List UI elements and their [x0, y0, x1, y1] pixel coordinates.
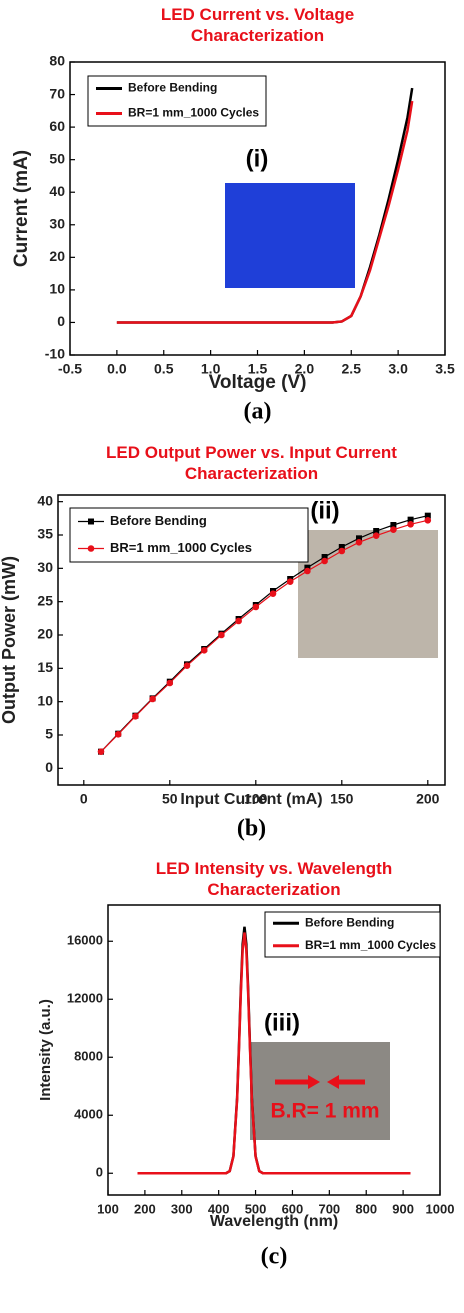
y-tick-label: 16000 [67, 933, 103, 948]
y-tick-label: 40 [49, 183, 65, 199]
point [98, 748, 105, 755]
point [407, 521, 414, 528]
legend-marker [88, 519, 94, 525]
y-axis-label: Output Power (mW) [0, 556, 19, 724]
x-axis-label: Voltage (V) [209, 372, 307, 393]
point [235, 618, 242, 625]
y-tick-label: 10 [37, 692, 53, 708]
inset-photo [250, 1042, 390, 1140]
x-tick-label: 0.5 [154, 361, 174, 377]
y-tick-label: 70 [49, 85, 65, 101]
y-tick-label: 25 [37, 592, 53, 608]
x-tick-label: 300 [171, 1201, 193, 1216]
inset-label: (ii) [310, 497, 339, 524]
x-tick-label: 900 [392, 1201, 414, 1216]
legend-marker [88, 545, 95, 552]
point [390, 526, 397, 533]
figure: -0.50.00.51.01.52.02.53.03.5-10010203040… [0, 0, 464, 1313]
y-axis-label: Current (mA) [11, 150, 32, 267]
y-tick-label: 15 [37, 659, 53, 675]
y-tick-label: 50 [49, 150, 65, 166]
legend-label: Before Bending [128, 81, 217, 95]
x-tick-label: 0.0 [107, 361, 127, 377]
point [373, 532, 380, 539]
y-tick-label: 0 [96, 1165, 103, 1180]
y-tick-label: 0 [45, 759, 53, 775]
x-tick-label: 3.5 [435, 361, 455, 377]
point [115, 731, 122, 738]
y-axis-label: Intensity (a.u.) [37, 999, 54, 1101]
inset-photo [225, 183, 355, 288]
y-tick-label: 20 [49, 248, 65, 264]
point [201, 647, 208, 654]
x-tick-label: 3.0 [388, 361, 408, 377]
panel-label: (b) [237, 816, 266, 842]
chart-title: LED Output Power vs. Input Current Chara… [92, 442, 412, 484]
legend-label: Before Bending [305, 915, 394, 929]
x-tick-label: 200 [416, 791, 440, 807]
y-tick-label: 40 [37, 492, 53, 508]
point [253, 604, 260, 611]
inset-label: (i) [246, 145, 269, 172]
point [339, 548, 346, 555]
x-tick-label: 0 [80, 791, 88, 807]
y-tick-label: -10 [45, 346, 65, 362]
point [304, 568, 311, 575]
y-tick-label: 5 [45, 726, 53, 742]
point [270, 590, 277, 597]
page: -0.50.00.51.01.52.02.53.03.5-10010203040… [0, 0, 464, 1313]
legend-label: BR=1 mm_1000 Cycles [305, 938, 436, 952]
x-tick-label: 800 [355, 1201, 377, 1216]
x-axis-label: Wavelength (nm) [210, 1213, 338, 1230]
point [218, 632, 225, 639]
x-tick-label: 2.5 [342, 361, 362, 377]
y-tick-label: 8000 [74, 1049, 103, 1064]
point [149, 696, 156, 703]
y-tick-label: 30 [37, 559, 53, 575]
x-tick-label: 100 [97, 1201, 119, 1216]
point [356, 539, 363, 546]
point [167, 680, 174, 687]
y-tick-label: 35 [37, 526, 53, 542]
point [425, 517, 432, 524]
legend-label: BR=1 mm_1000 Cycles [128, 106, 259, 120]
point [184, 662, 191, 669]
chart-title: LED Intensity vs. Wavelength Characteriz… [134, 858, 414, 900]
annotation: B.R= 1 mm [270, 1100, 379, 1123]
x-axis-label: Input Current (mA) [180, 791, 322, 808]
x-tick-label: 200 [134, 1201, 156, 1216]
y-tick-label: 4000 [74, 1107, 103, 1122]
y-tick-label: 0 [57, 313, 65, 329]
y-tick-label: 20 [37, 626, 53, 642]
x-tick-label: 50 [162, 791, 178, 807]
y-tick-label: 80 [49, 53, 65, 69]
legend-label: BR=1 mm_1000 Cycles [110, 540, 252, 555]
point [132, 713, 139, 720]
x-tick-label: -0.5 [58, 361, 82, 377]
x-tick-label: 1000 [426, 1201, 455, 1216]
y-tick-label: 12000 [67, 991, 103, 1006]
panel-label: (c) [261, 1244, 288, 1270]
x-tick-label: 150 [330, 791, 354, 807]
y-tick-label: 10 [49, 281, 65, 297]
legend-label: Before Bending [110, 513, 207, 528]
inset-photo [298, 530, 438, 658]
y-tick-label: 60 [49, 118, 65, 134]
point [321, 558, 328, 565]
y-tick-label: 30 [49, 215, 65, 231]
chart-title: LED Current vs. Voltage Characterization [123, 4, 393, 46]
point [287, 578, 294, 585]
panel-label: (a) [244, 399, 272, 425]
inset-label: (iii) [264, 1009, 300, 1036]
